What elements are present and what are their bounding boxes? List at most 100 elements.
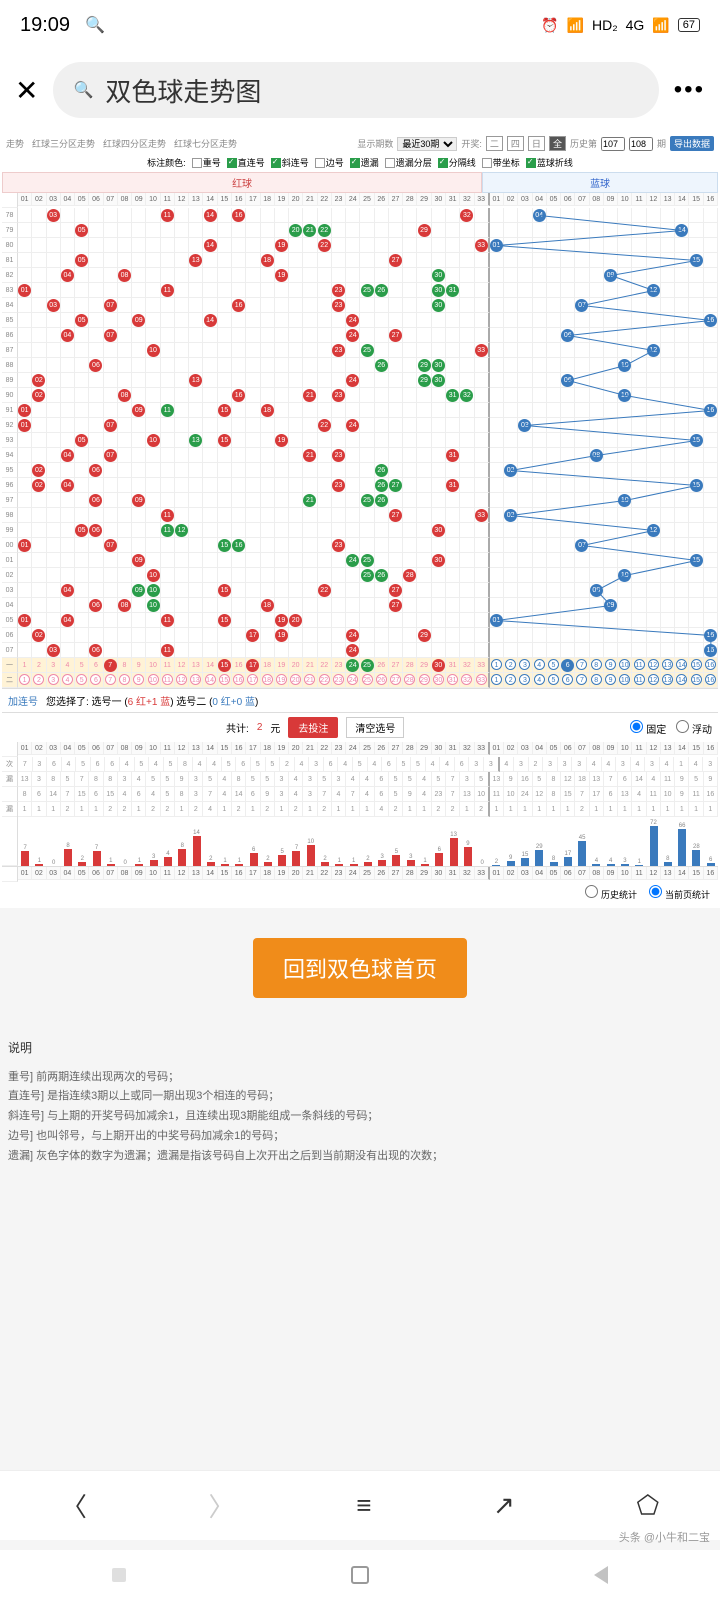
export-button[interactable]: 导出数据 bbox=[670, 136, 714, 151]
chart-row: 871023253312 bbox=[2, 343, 718, 358]
fixed-radio[interactable]: 固定 bbox=[630, 720, 666, 736]
chart-row: 89021324293006 bbox=[2, 373, 718, 388]
total-unit: 元 bbox=[270, 720, 280, 735]
chart-data-rows: 7803111416320479052021222914801419223301… bbox=[2, 208, 718, 688]
back-icon[interactable]: 〈 bbox=[61, 1487, 87, 1524]
system-nav bbox=[0, 1550, 720, 1600]
back-to-home-button[interactable]: 回到双色球首页 bbox=[253, 938, 467, 998]
chart-row: 860407242706 bbox=[2, 328, 718, 343]
chart-row: 0304091015222708 bbox=[2, 583, 718, 598]
sys-back-icon[interactable] bbox=[594, 1566, 608, 1584]
add-consecutive[interactable]: 加连号 bbox=[8, 693, 38, 708]
annotation-options: 标注颜色: 重号直连号斜连号边号遗漏遗漏分层分隔线带坐标蓝球折线 bbox=[2, 153, 718, 172]
search-field[interactable]: 🔍 双色球走势图 bbox=[53, 62, 658, 118]
history-label: 历史第 bbox=[570, 137, 597, 150]
watermark: 头条 @小牛和二宝 bbox=[619, 1529, 710, 1545]
check-option[interactable]: 分隔线 bbox=[438, 156, 476, 169]
day-all[interactable]: 全 bbox=[549, 136, 566, 151]
chart-row: 830111232526303112 bbox=[2, 283, 718, 298]
more-button[interactable]: ••• bbox=[674, 76, 705, 104]
draw-label: 开奖: bbox=[461, 137, 482, 150]
chart-row: 91010911151816 bbox=[2, 403, 718, 418]
period-select[interactable]: 最近30期 bbox=[397, 137, 457, 151]
selection-text: 您选择了: 选号一 (6 红+1 蓝) 选号二 (0 红+0 蓝) bbox=[46, 693, 258, 708]
explanation-title: 说明 bbox=[8, 1038, 712, 1060]
trend-tabs: 走势 红球三分区走势 红球四分区走势 红球七分区走势 显示期数 最近30期 开奖… bbox=[2, 134, 718, 153]
browser-nav: 〈 〉 ≡ ↗ ⬠ bbox=[0, 1470, 720, 1540]
chart-row: 900208162123313210 bbox=[2, 388, 718, 403]
check-option[interactable]: 斜连号 bbox=[271, 156, 309, 169]
chart-row: 010924253015 bbox=[2, 553, 718, 568]
explanation-line: 遗漏] 灰色字体的数字为遗漏；遗漏是指该号码自上次开出之后到当前期没有出现的次数… bbox=[8, 1147, 712, 1167]
red-ball-header: 红球 bbox=[2, 172, 482, 193]
check-option[interactable]: 蓝球折线 bbox=[526, 156, 573, 169]
chart-row: 97060921252610 bbox=[2, 493, 718, 508]
status-time: 19:09 bbox=[20, 14, 70, 37]
annotation-label: 标注颜色: bbox=[147, 156, 186, 169]
share-icon[interactable]: ↗ bbox=[493, 1490, 515, 1521]
selection-row[interactable]: 一123456789101112131415161718192021222324… bbox=[2, 658, 718, 673]
lottery-chart-content: 走势 红球三分区走势 红球四分区走势 红球七分区走势 显示期数 最近30期 开奖… bbox=[0, 130, 720, 908]
chart-row: 94040721233108 bbox=[2, 448, 718, 463]
stats-radio-row: 历史统计 当前页统计 bbox=[2, 882, 718, 904]
search-header: ✕ 🔍 双色球走势图 ••• bbox=[0, 50, 720, 130]
history-stats-radio[interactable]: 历史统计 bbox=[585, 890, 637, 900]
tab-trend[interactable]: 走势 bbox=[6, 137, 24, 150]
tab-red-7zone[interactable]: 红球七分区走势 bbox=[174, 137, 237, 150]
hd-indicator: HD₂ bbox=[592, 17, 618, 33]
chart-row: 9502062602 bbox=[2, 463, 718, 478]
chart-row: 850509142416 bbox=[2, 313, 718, 328]
forward-icon[interactable]: 〉 bbox=[209, 1487, 235, 1524]
current-page-stats-radio[interactable]: 当前页统计 bbox=[649, 890, 710, 900]
check-option[interactable]: 遗漏 bbox=[350, 156, 379, 169]
stats-rows: 次736456645458445655243645465544633432333… bbox=[2, 757, 718, 817]
battery-indicator: 67 bbox=[678, 18, 700, 32]
go-bet-button[interactable]: 去投注 bbox=[288, 717, 338, 738]
sys-home-icon[interactable] bbox=[351, 1566, 369, 1584]
chart-row: 84030716233007 bbox=[2, 298, 718, 313]
day-thu[interactable]: 四 bbox=[507, 136, 524, 151]
check-option[interactable]: 带坐标 bbox=[482, 156, 520, 169]
chart-row: 810513182715 bbox=[2, 253, 718, 268]
day-tue[interactable]: 二 bbox=[486, 136, 503, 151]
explanation-line: 直连号] 是指连续3期以上或同一期出现3个相连的号码； bbox=[8, 1087, 712, 1107]
tab-red-4zone[interactable]: 红球四分区走势 bbox=[103, 137, 166, 150]
chart-row: 820408193009 bbox=[2, 268, 718, 283]
float-radio[interactable]: 浮动 bbox=[676, 720, 712, 736]
chart-row: 79052021222914 bbox=[2, 223, 718, 238]
alarm-icon: ⏰ bbox=[541, 17, 558, 34]
chart-row: 0501041115192001 bbox=[2, 613, 718, 628]
check-option[interactable]: 直连号 bbox=[227, 156, 265, 169]
history-from[interactable] bbox=[601, 137, 625, 151]
number-header-row: 0102030405060708091011121314151617181920… bbox=[2, 193, 718, 208]
check-option[interactable]: 遗漏分层 bbox=[385, 156, 432, 169]
recent-apps-icon[interactable] bbox=[112, 1568, 126, 1582]
menu-icon[interactable]: ≡ bbox=[356, 1490, 371, 1521]
period-label: 显示期数 bbox=[357, 137, 393, 150]
blue-ball-header: 蓝球 bbox=[482, 172, 718, 193]
signal-icon: 📶 bbox=[652, 17, 669, 34]
total-label: 共计: bbox=[226, 720, 249, 735]
check-option[interactable]: 重号 bbox=[192, 156, 221, 169]
chart-row: 021025262810 bbox=[2, 568, 718, 583]
bet-row: 加连号 您选择了: 选号一 (6 红+1 蓝) 选号二 (0 红+0 蓝) bbox=[2, 688, 718, 712]
search-text: 双色球走势图 bbox=[105, 72, 261, 109]
wifi-icon: 📶 bbox=[567, 17, 584, 34]
explanation-section: 说明 重号] 前两期连续出现两次的号码；直连号] 是指连续3期以上或同一期出现3… bbox=[0, 1028, 720, 1177]
home-icon[interactable]: ⬠ bbox=[637, 1490, 660, 1521]
frequency-bar-chart: 7108271013481421162571021123531613902915… bbox=[2, 817, 718, 867]
stats-number-header: 0102030405060708091011121314151617181920… bbox=[2, 742, 718, 757]
history-to[interactable] bbox=[629, 137, 653, 151]
day-sun[interactable]: 日 bbox=[528, 136, 545, 151]
chart-header: 红球 蓝球 bbox=[2, 172, 718, 193]
clear-button[interactable]: 清空选号 bbox=[346, 717, 404, 738]
close-button[interactable]: ✕ bbox=[15, 74, 38, 107]
search-icon[interactable]: 🔍 bbox=[85, 15, 105, 35]
chart-row: 9811273302 bbox=[2, 508, 718, 523]
search-icon: 🔍 bbox=[73, 80, 93, 100]
check-option[interactable]: 边号 bbox=[315, 156, 344, 169]
chart-row: 93051013151915 bbox=[2, 433, 718, 448]
chart-row: 801419223301 bbox=[2, 238, 718, 253]
tab-red-3zone[interactable]: 红球三分区走势 bbox=[32, 137, 95, 150]
chart-row: 06021719242916 bbox=[2, 628, 718, 643]
